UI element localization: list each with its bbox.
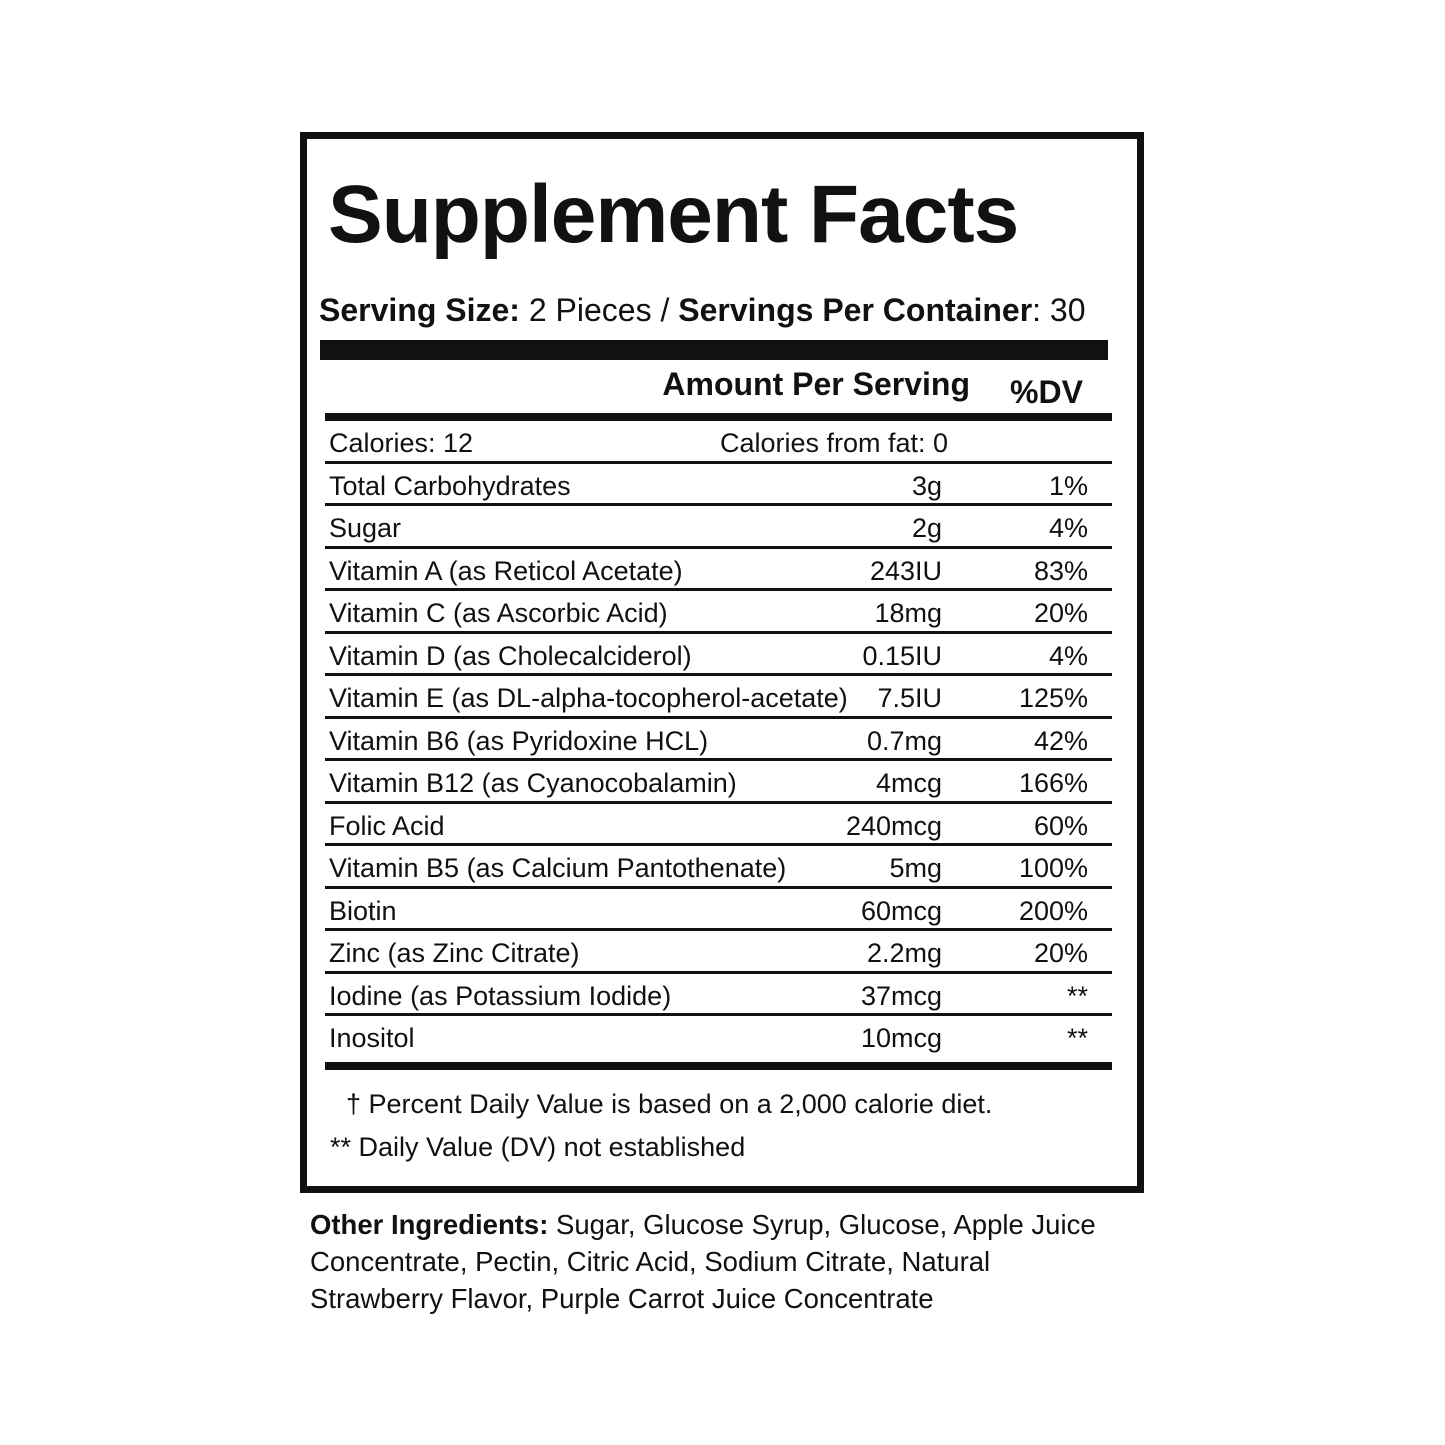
nutrient-row: Vitamin D (as Cholecalciderol) 0.15IU 4%: [325, 634, 1112, 676]
nutrient-row: Vitamin B5 (as Calcium Pantothenate) 5mg 1…: [325, 846, 1112, 889]
nutrient-name: Folic Acid: [329, 810, 445, 841]
servings-container-label: Servings Per Container: [678, 292, 1033, 328]
calories-row: Calories: 12 Calories from fat: 0: [325, 421, 1112, 464]
ingredients-label: Other Ingredients:: [310, 1209, 549, 1240]
nutrient-dv: 125%: [1018, 683, 1088, 713]
nutrient-name: Vitamin E (as DL-alpha-tocopherol-acetat…: [329, 683, 848, 713]
footnote: † Percent Daily Value is based on a 2,00…: [346, 1089, 993, 1119]
nutrient-dv: 4%: [1048, 513, 1088, 543]
nutrient-name: Total Carbohydrates: [329, 470, 571, 501]
nutrient-name: Vitamin B5 (as Calcium Pantothenate): [329, 853, 787, 883]
nutrient-dv: 200%: [1018, 895, 1088, 926]
calories: Calories: 12: [329, 428, 474, 458]
nutrient-dv: 1%: [1048, 470, 1088, 501]
nutrient-dv: 166%: [1018, 768, 1088, 798]
nutrient-name: Vitamin B6 (as Pyridoxine HCL): [329, 725, 709, 756]
nutrient-row: Sugar 2g 4%: [325, 506, 1112, 549]
header-rule: [325, 413, 1112, 421]
nutrient-amount: 0.7mg: [866, 725, 942, 756]
nutrient-row: Vitamin A (as Reticol Acetate) 243IU 83%: [325, 549, 1112, 591]
nutrient-name: Vitamin B12 (as Cyanocobalamin): [329, 768, 737, 798]
nutrient-dv: 20%: [1033, 598, 1088, 628]
amount-header: Amount Per Serving: [662, 366, 970, 402]
nutrient-amount: 243IU: [869, 555, 942, 586]
nutrient-amount: 2g: [911, 513, 942, 543]
nutrient-amount: 37mcg: [860, 980, 942, 1011]
nutrient-row: Iodine (as Potassium Iodide) 37mcg **: [325, 974, 1112, 1016]
servings-container-value: : 30: [1032, 292, 1086, 328]
nutrient-name: Vitamin A (as Reticol Acetate): [329, 555, 683, 586]
serving-size-value: 2 Pieces /: [528, 292, 670, 328]
nutrient-row: Vitamin C (as Ascorbic Acid) 18mg 20%: [325, 591, 1112, 634]
nutrient-dv: **: [1066, 1023, 1088, 1053]
nutrient-amount: 3g: [911, 470, 942, 501]
nutrient-row: Zinc (as Zinc Citrate) 2.2mg 20%: [325, 931, 1112, 974]
title: Supplement Facts: [328, 169, 1019, 260]
nutrient-amount: 7.5IU: [877, 683, 942, 713]
nutrient-name: Inositol: [329, 1023, 415, 1053]
calories-from-fat: Calories from fat: 0: [720, 428, 949, 458]
footnote: ** Daily Value (DV) not established: [330, 1132, 746, 1162]
bottom-rule: [325, 1062, 1112, 1070]
nutrient-name: Vitamin D (as Cholecalciderol): [329, 640, 692, 671]
nutrient-dv: 100%: [1018, 853, 1088, 883]
nutrient-dv: 4%: [1048, 640, 1088, 671]
nutrient-name: Zinc (as Zinc Citrate): [329, 938, 580, 968]
serving-size-label: Serving Size:: [319, 292, 520, 328]
nutrient-dv: 42%: [1033, 725, 1088, 756]
nutrient-amount: 0.15IU: [862, 640, 942, 671]
nutrient-amount: 240mcg: [845, 810, 942, 841]
nutrient-amount: 5mg: [889, 853, 942, 883]
nutrient-row: Biotin 60mcg 200%: [325, 889, 1112, 931]
nutrient-amount: 60mcg: [860, 895, 942, 926]
thick-bar: [320, 340, 1108, 360]
nutrient-amount: 18mg: [874, 598, 942, 628]
nutrient-dv: **: [1066, 980, 1088, 1011]
nutrient-row: Inositol 10mcg **: [325, 1016, 1112, 1056]
other-ingredients: Other Ingredients: Sugar, Glucose Syrup,…: [310, 1206, 1130, 1317]
nutrient-name: Iodine (as Potassium Iodide): [329, 980, 672, 1011]
nutrient-dv: 83%: [1033, 555, 1088, 586]
nutrient-row: Vitamin B12 (as Cyanocobalamin) 4mcg 166%: [325, 761, 1112, 804]
nutrient-amount: 2.2mg: [866, 938, 942, 968]
dv-header: %DV: [1010, 374, 1083, 410]
nutrient-row: Vitamin E (as DL-alpha-tocopherol-acetat…: [325, 676, 1112, 719]
nutrient-amount: 10mcg: [860, 1023, 942, 1053]
nutrient-name: Vitamin C (as Ascorbic Acid): [329, 598, 668, 628]
nutrient-row: Vitamin B6 (as Pyridoxine HCL) 0.7mg 42%: [325, 719, 1112, 761]
ingredients-text: Sugar, Glucose Syrup, Glucose, Apple Jui…: [310, 1209, 1096, 1314]
nutrient-dv: 60%: [1033, 810, 1088, 841]
serving-info: Serving Size: 2 Pieces / Servings Per Co…: [319, 292, 1086, 329]
nutrient-dv: 20%: [1033, 938, 1088, 968]
nutrient-name: Sugar: [329, 513, 402, 543]
nutrient-amount: 4mcg: [875, 768, 942, 798]
nutrient-row: Folic Acid 240mcg 60%: [325, 804, 1112, 846]
nutrient-name: Biotin: [329, 895, 397, 926]
label-border: [300, 132, 1144, 1193]
nutrient-row: Total Carbohydrates 3g 1%: [325, 464, 1112, 506]
